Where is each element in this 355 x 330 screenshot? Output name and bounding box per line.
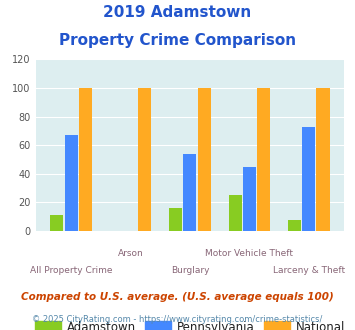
Text: Larceny & Theft: Larceny & Theft	[273, 266, 345, 275]
Bar	[169, 208, 182, 231]
Text: All Property Crime: All Property Crime	[30, 266, 113, 275]
Bar	[316, 88, 329, 231]
Text: © 2025 CityRating.com - https://www.cityrating.com/crime-statistics/: © 2025 CityRating.com - https://www.city…	[32, 315, 323, 324]
Bar	[198, 88, 211, 231]
Bar	[243, 167, 256, 231]
Text: Burglary: Burglary	[171, 266, 209, 275]
Bar	[302, 127, 315, 231]
Bar	[50, 215, 64, 231]
Bar	[229, 195, 242, 231]
Bar	[65, 135, 78, 231]
Text: Arson: Arson	[118, 249, 143, 258]
Bar	[79, 88, 92, 231]
Text: Motor Vehicle Theft: Motor Vehicle Theft	[205, 249, 293, 258]
Bar	[257, 88, 270, 231]
Bar	[288, 219, 301, 231]
Text: Property Crime Comparison: Property Crime Comparison	[59, 33, 296, 48]
Text: Compared to U.S. average. (U.S. average equals 100): Compared to U.S. average. (U.S. average …	[21, 292, 334, 302]
Legend: Adamstown, Pennsylvania, National: Adamstown, Pennsylvania, National	[30, 316, 350, 330]
Bar	[138, 88, 151, 231]
Bar	[184, 154, 196, 231]
Text: 2019 Adamstown: 2019 Adamstown	[103, 5, 252, 20]
